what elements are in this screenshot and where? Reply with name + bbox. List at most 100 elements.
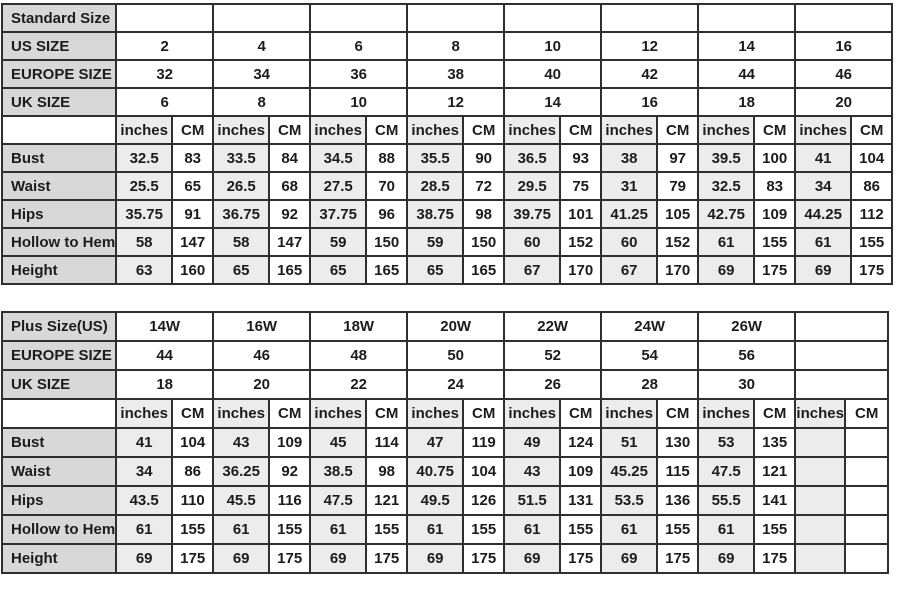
size-value-cell: 24W [600,311,700,342]
size-value-cell: 44 [697,59,797,89]
measure-cm-cell: 83 [753,171,797,201]
measure-cm-cell: 86 [171,456,215,487]
measurement-row: Height 63 160 65 165 65 165 65 165 67 170 67 170 69 17… [0,255,894,285]
size-value-cell: 18W [309,311,409,342]
row-label-cell: Waist [0,171,118,201]
measure-cm-cell: 109 [268,427,312,458]
measure-cm-cell: 175 [171,543,215,574]
measure-cm-cell: 98 [365,456,409,487]
size-value-cell: 14 [503,87,603,117]
size-value-cell: 6 [309,31,409,61]
unit-cm-cell: CM [656,398,700,429]
measure-cm-cell: 72 [462,171,506,201]
size-value-cell: 4 [212,31,312,61]
measure-inches-cell: 67 [600,255,659,285]
row-label-cell: Plus Size(US) [0,311,118,342]
size-value-cell [794,369,890,400]
measure-inches-cell: 61 [212,514,271,545]
measure-cm-cell: 150 [462,227,506,257]
measure-cm-cell: 155 [559,514,603,545]
measurement-row: Bust 41 104 43 109 45 114 47 119 49 124 51 130 53 135 [0,427,890,458]
measure-cm-cell: 114 [365,427,409,458]
size-value-cell: 8 [406,31,506,61]
size-value-cell: 12 [406,87,506,117]
standard-size-table: Standard Size US SIZE 2 4 6 8 10 12 14 16 EUROPE S… [0,3,894,285]
size-value-cell: 22W [503,311,603,342]
measure-inches-cell: 39.5 [697,143,756,173]
measure-inches-cell: 33.5 [212,143,271,173]
unit-inches-cell: inches [600,398,659,429]
unit-inches-cell: inches [309,115,368,145]
unit-cm-cell: CM [462,115,506,145]
size-value-cell: 46 [794,59,894,89]
unit-inches-cell: inches [794,115,853,145]
measure-inches-cell: 27.5 [309,171,368,201]
measurement-row: Height 69 175 69 175 69 175 69 175 69 175 69 175 69 17… [0,543,890,574]
size-header-row: Standard Size [0,3,894,33]
row-label-cell: Hips [0,199,118,229]
size-header-row: US SIZE 2 4 6 8 10 12 14 16 [0,31,894,61]
size-value-cell [794,311,890,342]
measure-cm-cell: 98 [462,199,506,229]
size-value-cell: 12 [600,31,700,61]
measure-inches-cell: 35.75 [115,199,174,229]
unit-inches-cell: inches [212,115,271,145]
row-label-cell: Height [0,255,118,285]
size-value-cell [697,3,797,33]
row-label-cell: UK SIZE [0,87,118,117]
measure-cm-cell: 100 [753,143,797,173]
unit-cm-cell: CM [462,398,506,429]
size-header-row: UK SIZE 18 20 22 24 26 28 30 [0,369,890,400]
measure-inches-cell: 38.75 [406,199,465,229]
measure-cm-cell: 175 [559,543,603,574]
measure-inches-cell: 36.5 [503,143,562,173]
plus-size-table: Plus Size(US) 14W 16W 18W 20W 22W 24W 26W EUROPE… [0,311,890,574]
size-value-cell [794,3,894,33]
size-value-cell: 20 [212,369,312,400]
measurement-row: Hips 43.5 110 45.5 116 47.5 121 49.5 126 51.5 131 5… [0,485,890,516]
size-value-cell: 16 [600,87,700,117]
measure-inches-cell: 26.5 [212,171,271,201]
size-value-cell: 10 [309,87,409,117]
measure-inches-cell: 61 [697,227,756,257]
measure-inches-cell: 32.5 [697,171,756,201]
measure-cm-cell: 147 [171,227,215,257]
size-header-row: UK SIZE 6 8 10 12 14 16 18 20 [0,87,894,117]
measure-cm-cell: 155 [171,514,215,545]
unit-inches-cell: inches [697,398,756,429]
measurement-row: Hollow to Hem 61 155 61 155 61 155 61 155 61 155 61… [0,514,890,545]
measure-inches-cell: 38 [600,143,659,173]
measure-cm-cell: 112 [850,199,894,229]
size-value-cell: 54 [600,340,700,371]
measure-cm-cell: 93 [559,143,603,173]
measure-inches-cell: 69 [212,543,271,574]
measure-cm-cell: 110 [171,485,215,516]
measure-cm-cell: 147 [268,227,312,257]
size-value-cell: 44 [115,340,215,371]
measure-cm-cell: 155 [462,514,506,545]
measure-cm-cell: 84 [268,143,312,173]
size-value-cell: 20 [794,87,894,117]
measure-cm-cell: 165 [268,255,312,285]
row-label-cell: EUROPE SIZE [0,340,118,371]
measure-cm-cell: 160 [171,255,215,285]
unit-inches-cell: inches [600,115,659,145]
measure-cm-cell: 116 [268,485,312,516]
measure-inches-cell: 42.75 [697,199,756,229]
measure-cm-cell: 150 [365,227,409,257]
row-label-cell: Height [0,543,118,574]
measure-inches-cell: 69 [697,255,756,285]
measure-inches-cell: 65 [309,255,368,285]
measure-inches-cell: 44.25 [794,199,853,229]
unit-cm-cell: CM [171,115,215,145]
measure-cm-cell: 170 [559,255,603,285]
measurement-row: Waist 25.5 65 26.5 68 27.5 70 28.5 72 29.5 75 31 79 3… [0,171,894,201]
measure-cm-cell: 136 [656,485,700,516]
unit-inches-cell: inches [309,398,368,429]
size-value-cell: 6 [115,87,215,117]
measure-inches-cell: 31 [600,171,659,201]
size-value-cell: 26 [503,369,603,400]
measure-cm-cell: 101 [559,199,603,229]
measure-inches-cell: 29.5 [503,171,562,201]
measure-cm-cell: 109 [559,456,603,487]
